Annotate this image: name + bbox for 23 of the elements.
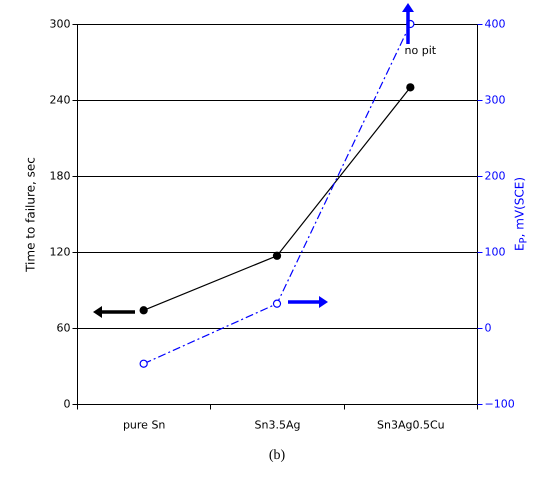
point (272, 252, 282, 260)
y2-tick-label: 300 (484, 94, 506, 106)
point (140, 360, 148, 368)
y-tick-label: 300 (50, 18, 70, 30)
y2-tick-label: 0 (484, 322, 492, 334)
y-tick-label: 240 (50, 94, 70, 106)
point (406, 83, 414, 92)
point (272, 300, 282, 308)
y2-tick-label: −100 (484, 398, 515, 410)
annotation: no pit (404, 44, 436, 57)
y2-tick-label: 100 (484, 246, 506, 258)
point (140, 306, 148, 314)
y-tick-label: 60 (56, 322, 70, 334)
x-tick-label: Sn3.5Ag (254, 418, 300, 432)
y-tick-label: 120 (50, 246, 70, 258)
x-tick-label: Sn3Ag0.5Cu (377, 418, 445, 432)
y-tick-label: 0 (64, 398, 70, 410)
y2-tick-label: 400 (484, 18, 506, 30)
y-tick-label: 180 (50, 170, 70, 182)
x-tick-label: pure Sn (122, 418, 166, 432)
y2-tick-label: 200 (484, 170, 506, 182)
text: (b) (268, 448, 286, 464)
y-axis-title: Time to failure, sec (24, 157, 38, 273)
